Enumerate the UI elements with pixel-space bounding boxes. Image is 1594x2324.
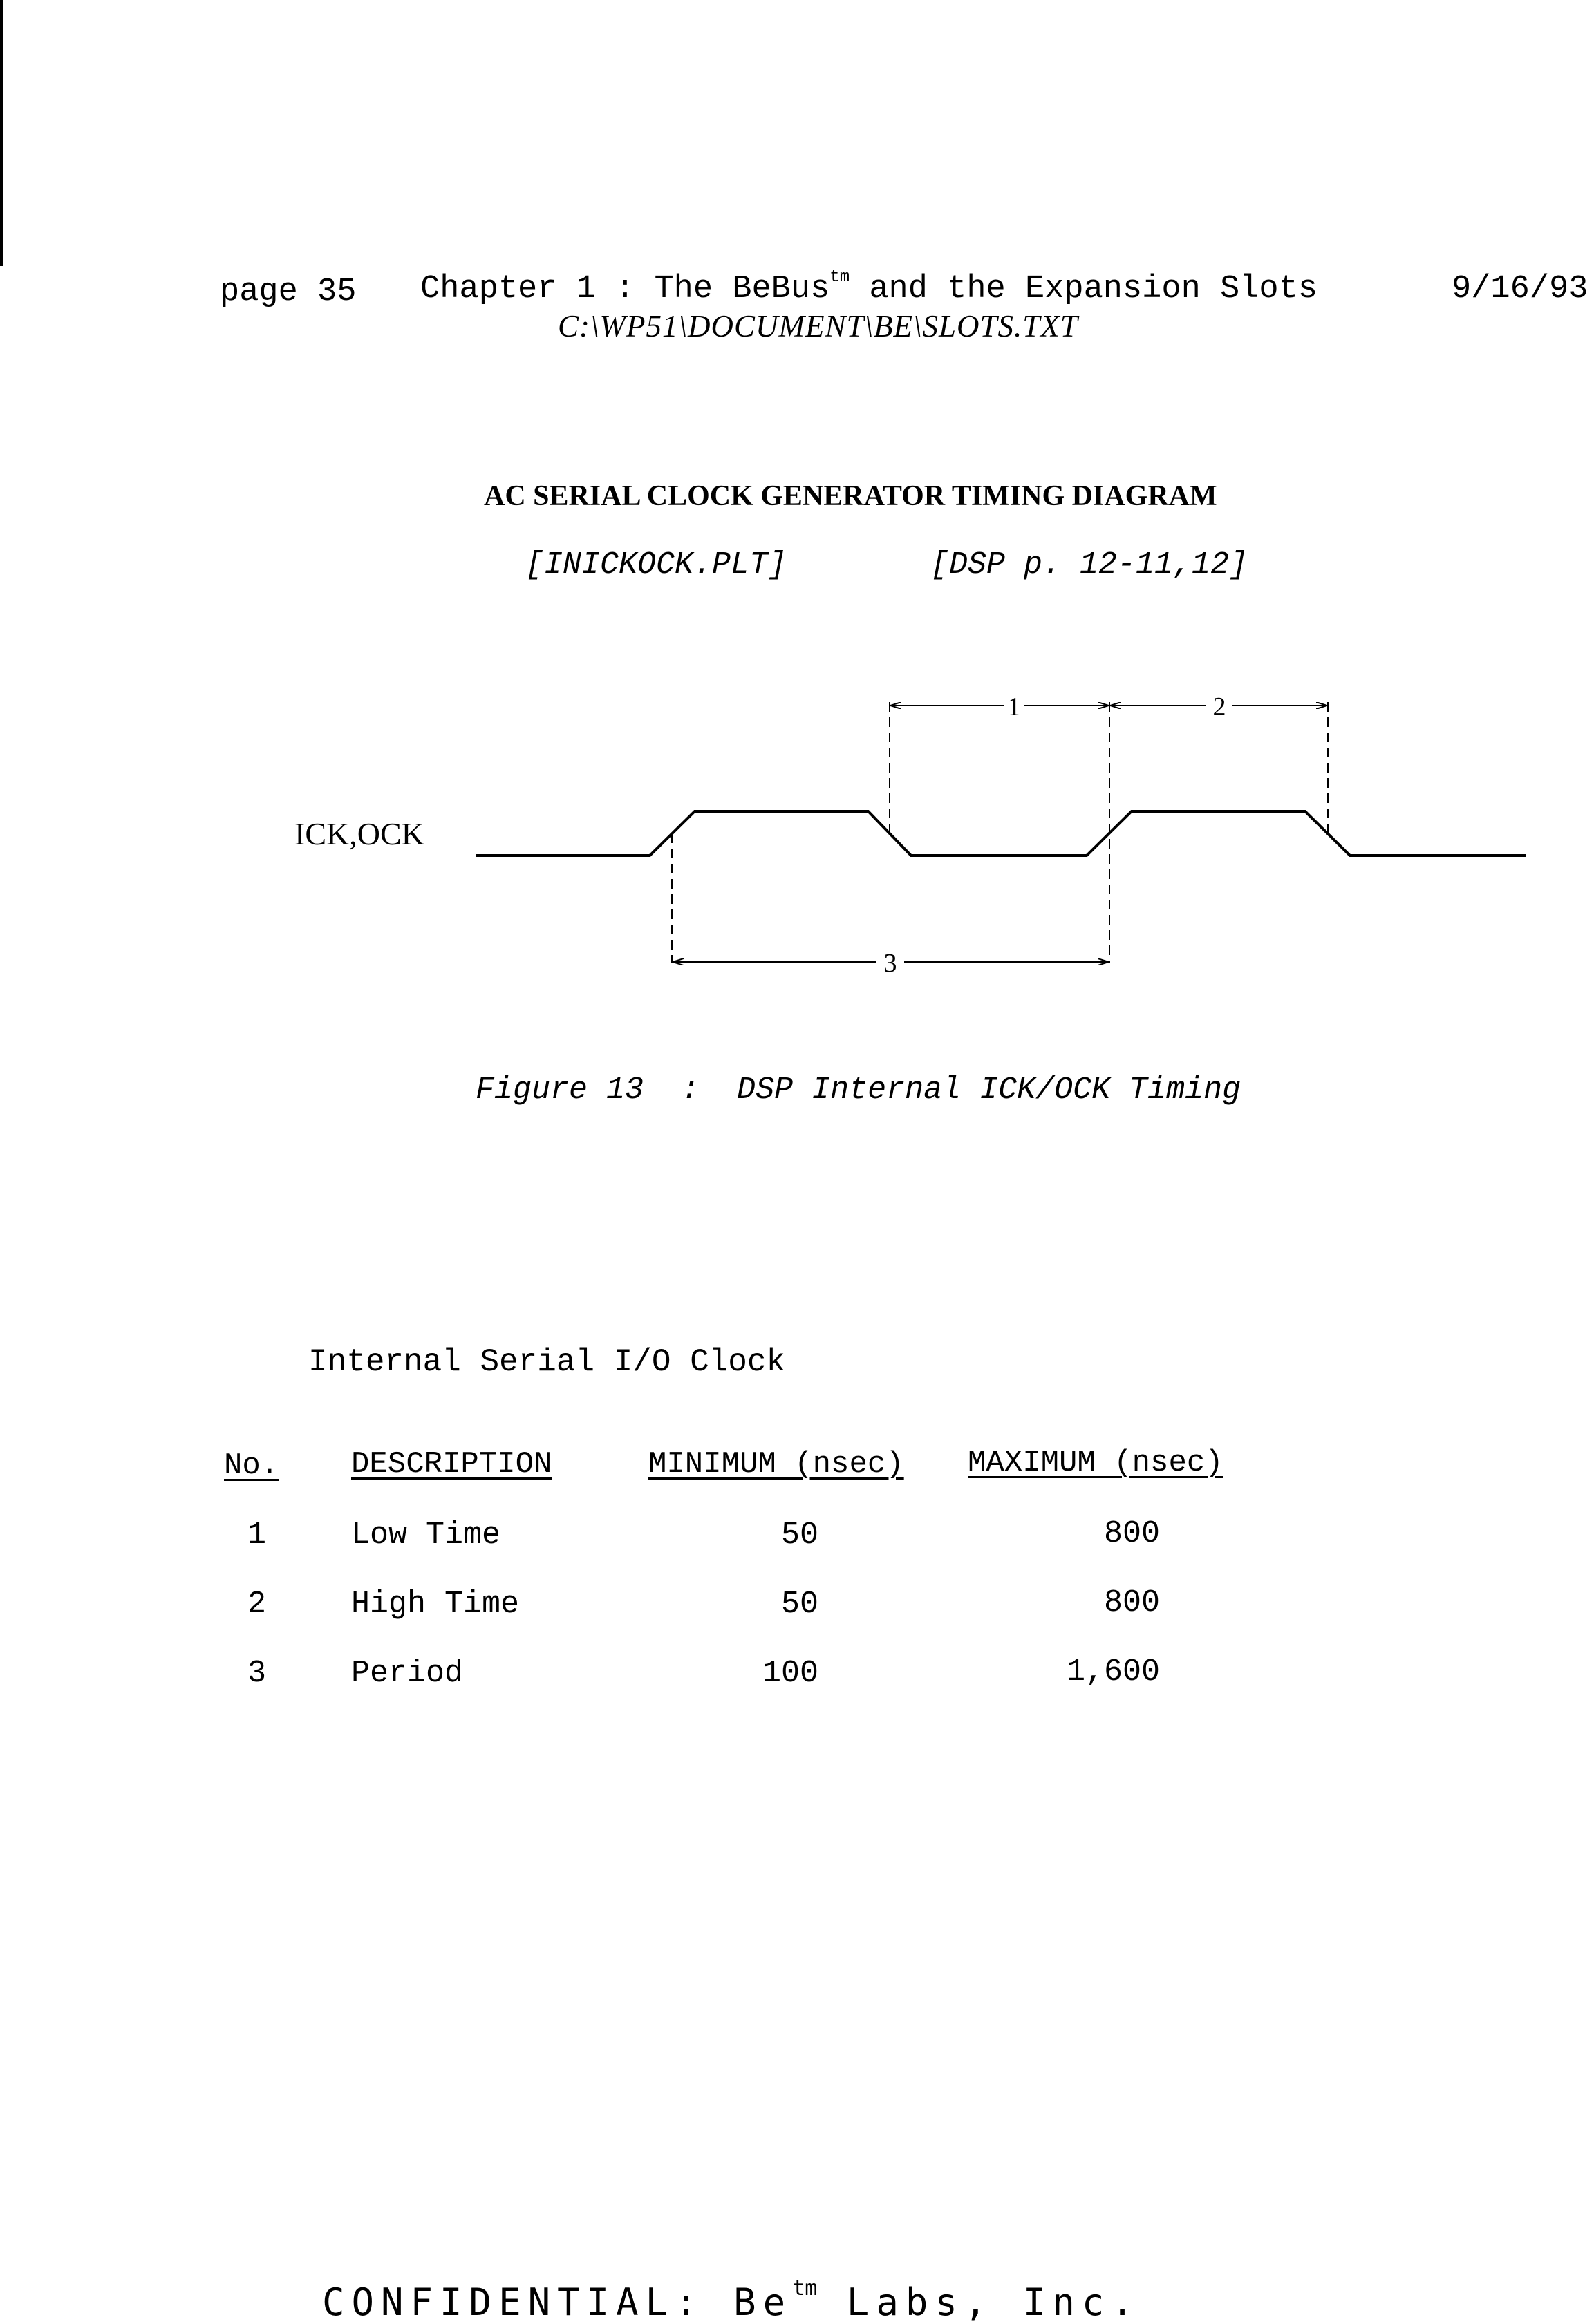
column-header-description: DESCRIPTION <box>351 1447 552 1482</box>
chapter-title: Chapter 1 : The BeBustm and the Expansio… <box>420 268 1318 308</box>
row-3-maximum: 1,600 <box>1066 1654 1160 1690</box>
column-header-maximum: MAXIMUM (nsec) <box>968 1446 1223 1480</box>
scan-edge-mark <box>0 0 3 266</box>
clock-waveform <box>476 810 1526 857</box>
row-2-maximum: 800 <box>1103 1585 1160 1621</box>
row-1-minimum: 50 <box>780 1518 818 1553</box>
row-2-minimum: 50 <box>780 1587 818 1622</box>
confidential-footer: CONFIDENTIAL: Betm Labs, Inc. <box>322 2276 1141 2324</box>
table-heading: Internal Serial I/O Clock <box>308 1344 786 1380</box>
row-1-maximum: 800 <box>1103 1516 1160 1551</box>
row-1-no: 1 <box>247 1518 267 1553</box>
column-header-minimum: MINIMUM (nsec) <box>648 1447 904 1482</box>
chapter-title-main: Chapter 1 : The BeBus <box>420 271 830 308</box>
figure-caption: Figure 13 : DSP Internal ICK/OCK Timing <box>476 1073 1241 1108</box>
plot-reference: [INICKOCK.PLT] <box>525 547 787 583</box>
row-2-description: High Time <box>351 1587 520 1622</box>
interval-1-label: 1 <box>1008 692 1021 721</box>
column-header-no: No. <box>224 1448 279 1483</box>
row-3-no: 3 <box>247 1656 267 1691</box>
row-3-description: Period <box>351 1656 464 1691</box>
chapter-title-rest: and the Expansion Slots <box>850 271 1318 308</box>
timing-diagram: 1 2 3 <box>476 692 1526 978</box>
footer-text-rest: Labs, Inc. <box>817 2280 1141 2324</box>
row-2-no: 2 <box>247 1587 267 1622</box>
page-number: page 35 <box>220 274 357 310</box>
interval-2-label: 2 <box>1213 692 1226 721</box>
chapter-trademark: tm <box>829 268 850 287</box>
interval-3-label: 3 <box>884 949 897 978</box>
row-3-minimum: 100 <box>762 1656 818 1691</box>
footer-text-main: CONFIDENTIAL: Be <box>322 2280 793 2324</box>
footer-trademark: tm <box>792 2276 818 2301</box>
diagram-title: AC SERIAL CLOCK GENERATOR TIMING DIAGRAM <box>484 480 1217 512</box>
header-date: 9/16/93 <box>1452 271 1588 308</box>
row-1-description: Low Time <box>351 1518 501 1553</box>
file-path: C:\WP51\DOCUMENT\BE\SLOTS.TXT <box>558 309 1078 343</box>
signal-label: ICK,OCK <box>294 816 424 851</box>
dsp-reference: [DSP p. 12-11,12] <box>930 547 1248 583</box>
